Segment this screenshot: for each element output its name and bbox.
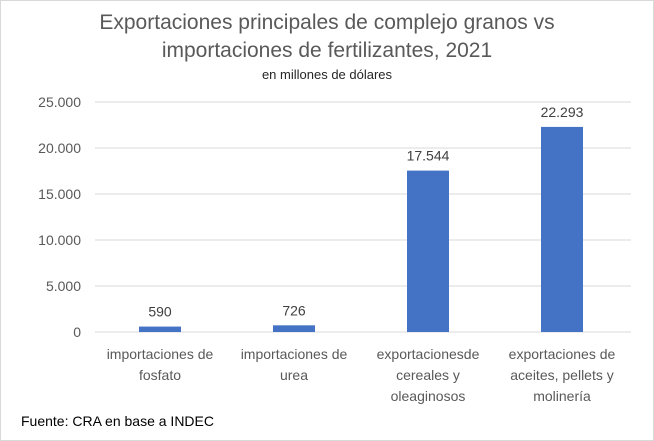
chart-title-line-1: Exportaciones principales de complejo gr… <box>99 11 555 34</box>
x-tick-label: urea <box>280 367 308 383</box>
x-tick-label: molinería <box>533 388 591 404</box>
data-label: 726 <box>282 302 306 318</box>
x-tick-label: exportacionesde <box>377 346 480 362</box>
source-note: Fuente: CRA en base a INDEC <box>21 413 214 429</box>
x-tick-label: oleaginosos <box>391 388 466 404</box>
y-tick-label: 10.000 <box>38 232 81 248</box>
y-tick-label: 15.000 <box>38 186 81 202</box>
data-label: 17.544 <box>407 148 450 164</box>
y-tick-label: 5.000 <box>46 278 81 294</box>
x-tick-label: importaciones de <box>107 346 214 362</box>
bar <box>541 126 583 332</box>
bar <box>407 170 449 332</box>
x-tick-label: aceites, pellets y <box>510 367 614 383</box>
chart-title-line-2: importaciones de fertilizantes, 2021 <box>161 39 493 62</box>
x-tick-label: importaciones de <box>241 346 348 362</box>
bar <box>139 326 181 332</box>
bar <box>273 325 315 332</box>
x-tick-label: fosfato <box>139 367 181 383</box>
chart-subtitle: en millones de dólares <box>261 67 393 82</box>
data-label: 590 <box>148 304 172 320</box>
y-tick-label: 0 <box>73 324 81 340</box>
data-label: 22.293 <box>541 104 584 120</box>
x-tick-label: exportaciones de <box>509 346 616 362</box>
y-tick-label: 25.000 <box>38 94 81 110</box>
x-tick-label: cereales y <box>396 367 460 383</box>
y-tick-label: 20.000 <box>38 140 81 156</box>
